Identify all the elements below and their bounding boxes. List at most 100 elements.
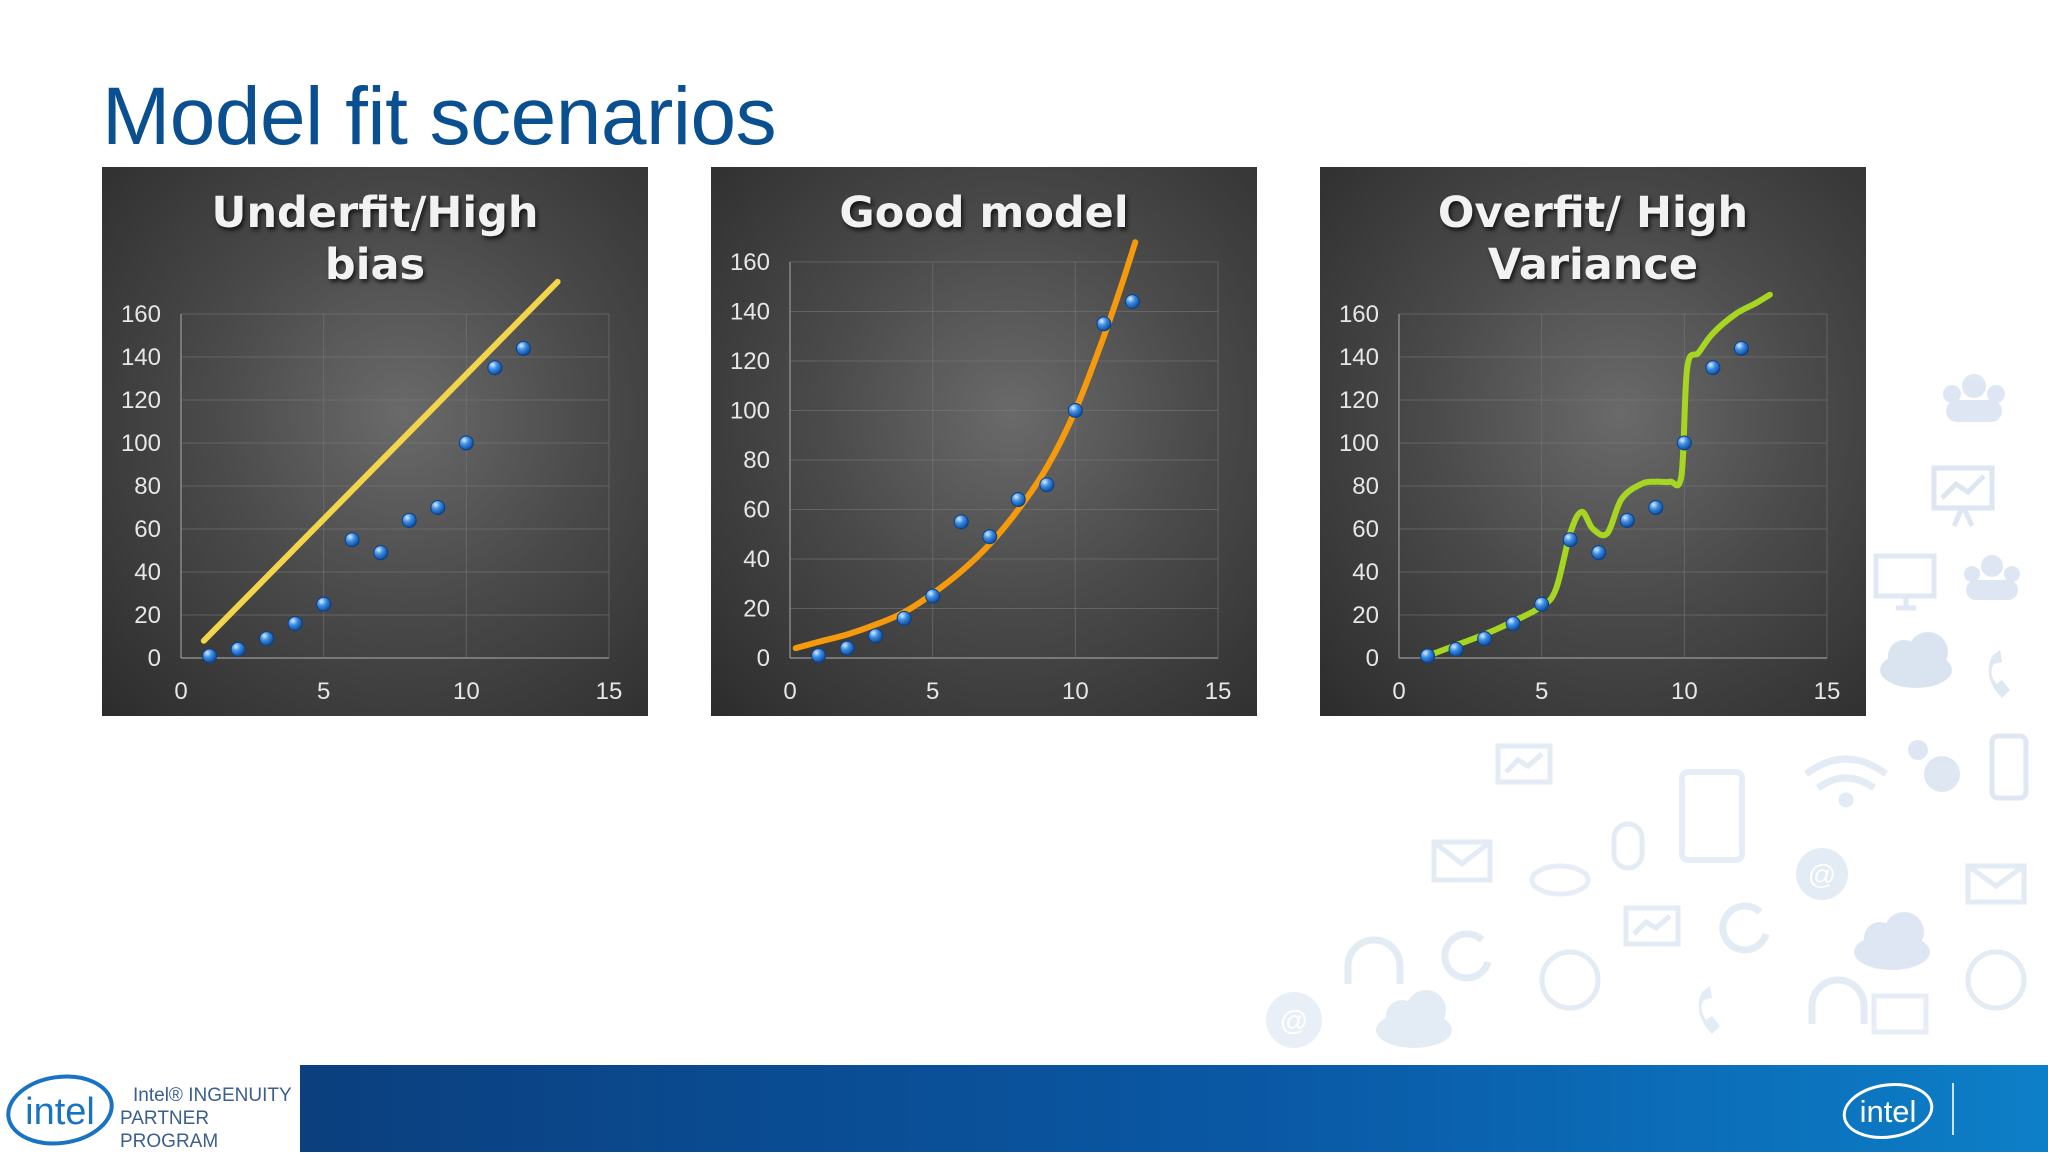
x-tick-label: 0 xyxy=(1392,678,1405,705)
chart-underfit: 0 20 40 60 80 100 120 140 160 0 5 10 15 Underfit/Hig… xyxy=(102,167,648,716)
data-point xyxy=(925,588,941,604)
y-tick-label: 80 xyxy=(743,447,770,474)
chart-overfit-svg: 0 20 40 60 80 100 120 140 160 0 5 10 15 xyxy=(1339,291,1841,705)
x-tick-label: 15 xyxy=(1814,678,1841,705)
y-tick-label: 40 xyxy=(743,546,770,573)
overfit-fit-curve xyxy=(1424,291,1773,659)
cloud-icon xyxy=(1376,990,1452,1048)
svg-text:@: @ xyxy=(1280,1005,1308,1036)
monitor-icon xyxy=(1873,553,1937,611)
x-tick-label: 5 xyxy=(1535,678,1548,705)
y-tick-label: 140 xyxy=(1339,344,1379,371)
data-point xyxy=(1010,492,1026,508)
tablet-icon xyxy=(1989,733,2029,801)
chart-title: Good model xyxy=(711,187,1257,239)
x-tick-label: 15 xyxy=(1205,678,1232,705)
globe-icon xyxy=(1965,949,2027,1011)
people-icon xyxy=(1943,374,2005,422)
data-point xyxy=(259,631,275,647)
headset-icon xyxy=(1344,936,1404,984)
wifi-icon xyxy=(1803,755,1889,808)
data-point xyxy=(1505,616,1521,632)
y-tick-label: 60 xyxy=(134,516,161,543)
data-point xyxy=(1039,477,1055,493)
gear-icon xyxy=(1908,740,1960,792)
data-point xyxy=(287,616,303,632)
presentation-icon xyxy=(1495,743,1553,785)
data-point xyxy=(1448,641,1464,657)
data-point xyxy=(202,648,218,664)
y-tick-label: 120 xyxy=(1339,387,1379,414)
y-tick-label: 160 xyxy=(1339,301,1379,328)
data-point xyxy=(1067,403,1083,418)
data-point xyxy=(1619,512,1635,528)
people-icon xyxy=(1964,555,2020,600)
program-line-1: Intel® INGENUITY xyxy=(133,1085,292,1106)
y-tick-label: 60 xyxy=(1352,516,1379,543)
data-point xyxy=(515,340,531,356)
data-point xyxy=(344,532,360,548)
cloud-icon xyxy=(1529,863,1591,897)
footer-divider xyxy=(1952,1083,1954,1135)
data-point xyxy=(811,648,827,664)
phone-icon xyxy=(1698,986,1720,1034)
presentation-icon xyxy=(1623,905,1681,947)
chart-underfit-svg: 0 20 40 60 80 100 120 140 160 0 5 10 15 xyxy=(121,278,623,705)
chart-title-line: Underfit/High xyxy=(211,188,539,238)
tablet-icon xyxy=(1679,769,1745,863)
y-tick-label: 100 xyxy=(730,398,770,425)
data-point xyxy=(373,545,389,561)
y-tick-label: 60 xyxy=(743,497,770,524)
data-point xyxy=(458,435,474,451)
y-tick-label: 20 xyxy=(743,596,770,623)
x-tick-label: 10 xyxy=(1062,678,1089,705)
x-tick-label: 0 xyxy=(783,678,796,705)
y-tick-label: 100 xyxy=(121,430,161,457)
y-tick-label: 0 xyxy=(1366,645,1379,672)
intel-logo-footer-icon: intel xyxy=(1842,1083,1934,1139)
data-point xyxy=(1477,631,1493,647)
data-point xyxy=(487,360,503,376)
y-tick-label: 40 xyxy=(1352,559,1379,586)
background-icons: @ @ xyxy=(1266,374,2029,1048)
chart-overfit: 0 20 40 60 80 100 120 140 160 0 5 10 15 Overfit/ Hig… xyxy=(1320,167,1866,716)
data-point xyxy=(1096,316,1112,332)
mouse-icon xyxy=(1611,821,1645,871)
data-point xyxy=(430,500,446,515)
x-tick-label: 10 xyxy=(453,678,480,705)
good-fit-curve xyxy=(792,239,1139,652)
x-tick-label: 10 xyxy=(1671,678,1698,705)
x-tick-label: 5 xyxy=(926,678,939,705)
chart-title: Overfit/ High Variance xyxy=(1320,187,1866,291)
x-tick-label: 0 xyxy=(174,678,187,705)
y-tick-label: 120 xyxy=(121,387,161,414)
y-tick-label: 80 xyxy=(1352,473,1379,500)
chart-good-model: 0 20 40 60 80 100 120 140 160 0 5 10 15 Good model xyxy=(711,167,1257,716)
x-tick-label: 15 xyxy=(596,678,623,705)
footer-gradient-band xyxy=(300,1065,2048,1152)
cloud-icon xyxy=(1854,912,1930,970)
y-tick-label: 40 xyxy=(134,559,161,586)
y-tick-label: 160 xyxy=(730,249,770,276)
data-point xyxy=(1534,596,1550,612)
chart-title-line: bias xyxy=(324,240,426,290)
data-point xyxy=(1648,500,1664,515)
program-name: Intel® INGENUITY PARTNER PROGRAM xyxy=(120,1084,300,1153)
data-point xyxy=(982,529,998,545)
y-tick-label: 120 xyxy=(730,348,770,375)
chart-title-line: Good model xyxy=(839,188,1129,238)
data-point xyxy=(1562,532,1578,548)
x-tick-label: 5 xyxy=(317,678,330,705)
refresh-icon xyxy=(1719,902,1770,954)
headset-icon xyxy=(1808,976,1868,1024)
y-tick-label: 160 xyxy=(121,301,161,328)
cloud-icon xyxy=(1880,632,1952,688)
mail-icon xyxy=(1431,839,1493,883)
slide-title: Model fit scenarios xyxy=(102,71,777,162)
data-point xyxy=(401,512,417,528)
y-tick-label: 100 xyxy=(1339,430,1379,457)
mail-icon xyxy=(1965,863,2027,905)
data-point xyxy=(1124,294,1140,310)
presentation-icon xyxy=(1931,465,1995,528)
data-point xyxy=(1676,435,1692,451)
